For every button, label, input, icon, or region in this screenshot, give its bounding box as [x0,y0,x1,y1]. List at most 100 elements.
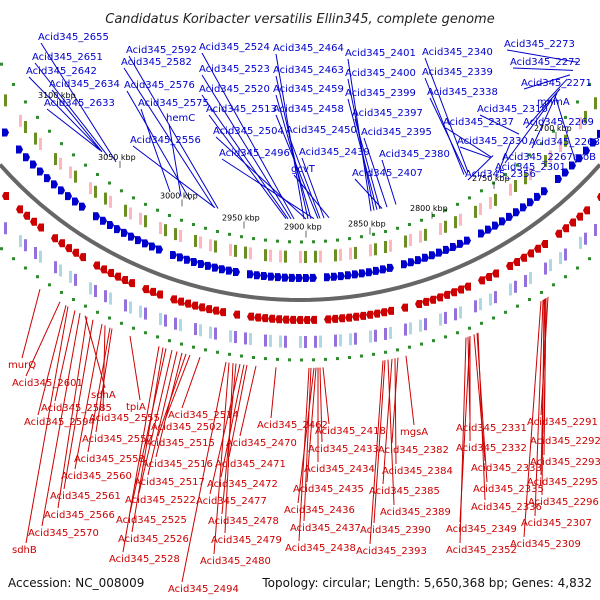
forward-gene-arrow [373,266,380,275]
feature-bar [249,333,252,346]
forward-leader-line [354,178,383,209]
reverse-gene-arrow [65,244,72,253]
reverse-leader-line [459,337,467,544]
forward-gene-arrow [499,217,506,226]
tick-dot [72,153,75,157]
feature-bar [564,134,567,147]
tick-dot [0,62,3,66]
tick-dot [396,348,399,352]
reverse-gene-label: Acid345_2471 [215,459,286,470]
reverse-gene-arrow [184,299,191,308]
feature-bar [524,275,527,288]
feature-bar [229,330,232,343]
forward-gene-arrow [198,259,205,268]
tick-dot [360,235,363,239]
forward-gene-label: Acid345_2273 [504,39,575,50]
reverse-gene-arrow [72,248,79,257]
tick-dot [216,350,219,354]
reverse-gene-arrow [282,315,289,324]
forward-gene-arrow [233,268,240,277]
tick-dot [384,230,387,234]
reverse-leader-line [209,364,241,495]
reverse-leader-line [122,346,160,553]
forward-leader-line [512,67,574,71]
tick-dot [228,352,231,356]
reverse-leader-line [394,358,397,465]
feature-bar [419,230,422,243]
reverse-gene-label: Acid345_2526 [118,534,189,545]
tick-dot [108,316,111,320]
tick-dot [516,163,519,167]
feature-bar [264,334,267,347]
forward-gene-arrow [16,145,23,154]
tick-dot [444,208,447,212]
forward-gene-arrow [93,212,100,221]
reverse-gene-label: Acid345_2558 [74,454,145,465]
forward-gene-label: Acid345_2337 [443,117,514,128]
forward-gene-label: Acid345_2642 [26,66,97,77]
reverse-leader-line [87,327,111,453]
reverse-gene-arrow [436,293,443,302]
reverse-leader-line [41,312,81,527]
reverse-gene-arrow [233,310,240,319]
reverse-gene-arrow [247,312,254,321]
reverse-gene-arrow [289,315,296,324]
forward-gene-label: Acid345_2459 [273,84,344,95]
feature-bar [594,97,597,110]
forward-leader-line [140,108,171,193]
feature-bar [144,215,147,228]
reverse-gene-arrow [562,224,569,233]
reverse-gene-label: Acid345_2295 [527,477,598,488]
tick-dot [0,247,3,251]
feature-bar [529,168,532,181]
feature-bar [39,138,42,151]
reverse-leader-line [382,358,393,485]
forward-gene-arrow [443,245,450,254]
feature-bar [334,249,337,262]
feature-bar [234,244,237,257]
forward-leader-line [467,155,494,181]
forward-leader-line [424,57,469,173]
reverse-gene-arrow [597,192,600,201]
tick-dot [336,357,339,361]
feature-bar [74,170,77,183]
forward-leader-line [126,90,191,201]
feature-bar [179,319,182,332]
forward-gene-arrow [30,160,37,169]
tick-dot [240,235,243,239]
reverse-leader-line [129,348,167,514]
map-title: Candidatus Koribacter versatilis Ellin34… [105,12,494,27]
reverse-gene-label: Acid345_2516 [142,459,213,470]
feature-bar [439,313,442,326]
kbp-tick-label: 2950 kbp [222,214,260,223]
feature-bar [524,172,527,185]
reverse-gene-label: Acid345_2601 [12,378,83,389]
reverse-leader-line [138,350,173,494]
reverse-gene-arrow [331,314,338,323]
feature-bar [509,183,512,196]
reverse-leader-line [155,352,183,458]
tick-dot [36,115,39,119]
reverse-gene-label: Acid345_2470 [226,438,297,449]
kbp-tick-label: 2800 kbp [410,204,448,213]
tick-dot [96,172,99,176]
forward-gene-arrow [464,236,471,245]
reverse-leader-line [131,347,164,533]
forward-gene-arrow [415,256,422,265]
reverse-gene-label: sdhA [91,390,116,401]
reverse-gene-label: Acid345_2480 [200,556,271,567]
forward-leader-line [201,94,289,220]
reverse-gene-label: Acid345_2438 [285,543,356,554]
reverse-gene-label: Acid345_2570 [28,528,99,539]
reverse-leader-line [543,298,547,456]
tick-dot [252,237,255,241]
forward-gene-label: Acid345_2356 [465,169,536,180]
feature-bar [404,323,407,336]
tick-dot [552,283,555,287]
kbp-tick-label: 2850 kbp [348,219,386,228]
reverse-gene-label: Acid345_2435 [293,484,364,495]
forward-gene-arrow [429,251,436,260]
feature-bar [164,314,167,327]
tick-dot [528,153,531,157]
reverse-gene-arrow [373,309,380,318]
